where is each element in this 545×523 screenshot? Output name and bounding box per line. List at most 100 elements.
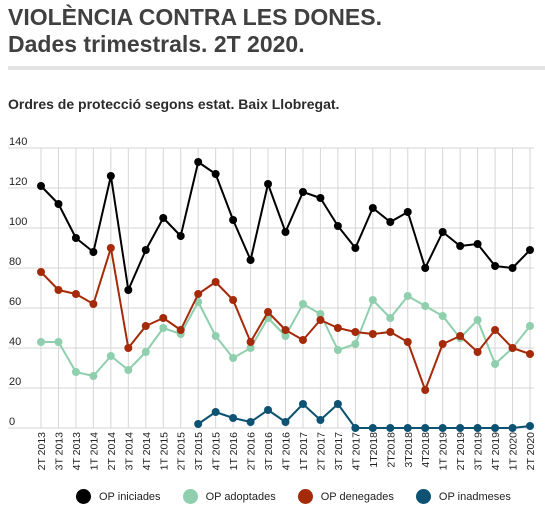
data-point-op-inadmeses xyxy=(194,420,203,428)
x-tick-label: 3T 2013 xyxy=(53,432,65,470)
x-axis-ticks: 2T 2013 3T 2013 4T 2013 1T 2014 2T 2014 3T 20… xyxy=(36,432,537,470)
data-point-op-iniciades xyxy=(124,286,133,294)
data-point-op-adoptades xyxy=(89,372,98,380)
data-point-op-denegades xyxy=(281,326,290,334)
data-point-op-adoptades xyxy=(403,292,412,300)
data-point-op-denegades xyxy=(229,296,238,304)
data-point-op-iniciades xyxy=(438,228,447,236)
x-tick-label: 2T 2019 xyxy=(455,432,467,470)
x-tick-label: 4T 2014 xyxy=(141,432,153,470)
data-point-op-adoptades xyxy=(298,300,307,308)
legend-swatch-op-iniciades xyxy=(76,489,91,504)
data-point-op-adoptades xyxy=(106,352,115,360)
data-point-op-adoptades xyxy=(211,332,220,340)
data-point-op-inadmeses xyxy=(403,424,412,432)
data-point-op-denegades xyxy=(386,328,395,336)
data-point-op-adoptades xyxy=(54,338,63,346)
data-point-op-adoptades xyxy=(491,360,500,368)
data-point-op-denegades xyxy=(89,300,98,308)
data-point-op-iniciades xyxy=(473,240,482,248)
data-point-op-denegades xyxy=(333,324,342,332)
data-point-op-inadmeses xyxy=(438,424,447,432)
y-tick-label: 120 xyxy=(9,176,27,188)
data-point-op-iniciades xyxy=(421,264,430,272)
data-point-op-adoptades xyxy=(37,338,45,346)
data-point-op-iniciades xyxy=(106,172,115,180)
data-point-op-denegades xyxy=(124,344,133,352)
series-layer xyxy=(37,158,534,432)
data-point-op-adoptades xyxy=(526,322,534,330)
data-point-op-adoptades xyxy=(71,368,80,376)
data-point-op-adoptades xyxy=(333,346,342,354)
x-tick-label: 1T 2020 xyxy=(508,432,520,470)
x-tick-label: 2T2018 xyxy=(385,432,397,468)
data-point-op-denegades xyxy=(438,340,447,348)
data-point-op-inadmeses xyxy=(368,424,377,432)
data-point-op-iniciades xyxy=(508,264,517,272)
x-tick-label: 1T2018 xyxy=(368,432,380,468)
data-point-op-iniciades xyxy=(403,208,412,216)
data-point-op-adoptades xyxy=(351,340,360,348)
x-tick-label: 1T 2016 xyxy=(228,432,240,470)
data-point-op-inadmeses xyxy=(351,424,360,432)
x-tick-label: 1T 2015 xyxy=(158,432,170,470)
data-point-op-adoptades xyxy=(246,344,255,352)
y-tick-label: 140 xyxy=(9,136,27,148)
data-point-op-denegades xyxy=(176,326,185,334)
data-point-op-inadmeses xyxy=(264,406,273,414)
legend-label-op-denegades: OP denegades xyxy=(320,490,394,503)
chart-legend: OP iniciades OP adoptades OP denegades O… xyxy=(76,489,533,504)
data-point-op-iniciades xyxy=(71,234,80,242)
data-point-op-denegades xyxy=(246,338,255,346)
data-point-op-denegades xyxy=(508,344,517,352)
x-tick-label: 2T 2013 xyxy=(36,432,48,470)
legend-swatch-op-inadmeses xyxy=(415,489,431,504)
x-tick-label: 3T 2014 xyxy=(123,432,135,470)
page-title-line1: VIOLÈNCIA CONTRA LES DONES. xyxy=(8,4,382,30)
data-point-op-iniciades xyxy=(351,244,360,252)
data-point-op-denegades xyxy=(491,326,500,334)
data-point-op-iniciades xyxy=(141,246,150,254)
data-point-op-denegades xyxy=(526,350,534,358)
data-point-op-iniciades xyxy=(246,256,255,264)
data-point-op-inadmeses xyxy=(473,424,482,432)
data-point-op-inadmeses xyxy=(246,418,255,426)
data-point-op-iniciades xyxy=(298,188,307,196)
data-point-op-iniciades xyxy=(491,262,500,270)
data-point-op-adoptades xyxy=(438,312,447,320)
page-title-line2: Dades trimestrals. 2T 2020. xyxy=(8,31,305,57)
y-tick-label: 20 xyxy=(9,376,21,388)
data-point-op-adoptades xyxy=(316,310,325,318)
data-point-op-inadmeses xyxy=(456,424,465,432)
data-point-op-denegades xyxy=(141,322,150,330)
legend-label-op-inadmeses: OP inadmeses xyxy=(438,490,511,503)
data-point-op-denegades xyxy=(351,328,360,336)
data-point-op-denegades xyxy=(316,316,325,324)
data-point-op-iniciades xyxy=(386,218,395,226)
y-tick-label: 60 xyxy=(9,296,21,308)
y-tick-label: 40 xyxy=(9,336,21,348)
data-point-op-adoptades xyxy=(124,366,133,374)
x-tick-label: 4T 2015 xyxy=(211,432,223,470)
data-point-op-denegades xyxy=(473,348,482,356)
x-tick-label: 3T 2019 xyxy=(473,432,485,470)
y-axis-ticks: 0 20 40 60 80 100 120 140 xyxy=(9,136,27,428)
data-point-op-inadmeses xyxy=(316,416,325,424)
data-point-op-iniciades xyxy=(229,216,238,224)
data-point-op-iniciades xyxy=(281,228,290,236)
x-tick-label: 2T 2020 xyxy=(525,432,537,470)
data-point-op-denegades xyxy=(211,278,220,286)
data-point-op-denegades xyxy=(368,330,377,338)
x-tick-label: 1T 2019 xyxy=(438,432,450,470)
data-point-op-adoptades xyxy=(386,314,395,322)
page-title: VIOLÈNCIA CONTRA LES DONES. Dades trimes… xyxy=(8,4,382,58)
data-point-op-iniciades xyxy=(316,194,325,202)
data-point-op-denegades xyxy=(71,290,80,298)
series-op-inadmeses xyxy=(194,400,534,432)
y-tick-label: 80 xyxy=(9,256,21,268)
data-point-op-denegades xyxy=(456,332,465,340)
data-point-op-denegades xyxy=(37,268,45,276)
data-point-op-iniciades xyxy=(211,170,220,178)
y-tick-label: 100 xyxy=(9,216,27,228)
